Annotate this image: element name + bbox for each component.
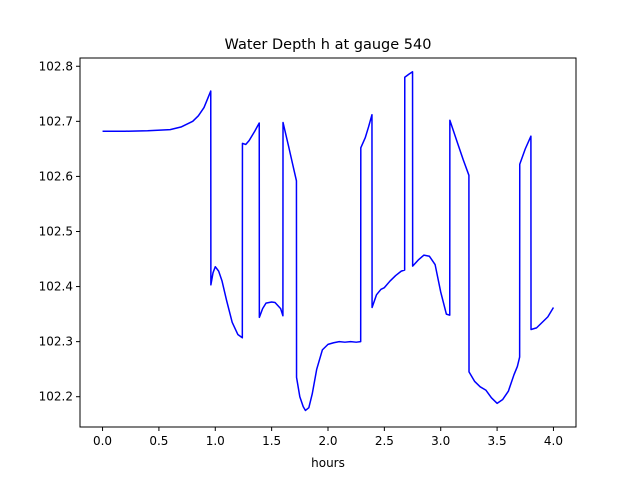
series-layer <box>102 71 555 412</box>
x-tick-label: 2.5 <box>375 434 394 448</box>
y-tick-label: 102.4 <box>39 280 73 294</box>
x-axis: 0.0 0.5 1.0 1.5 2.0 2.5 3.0 3.5 4.0 <box>93 427 563 448</box>
x-tick-label: 3.0 <box>431 434 450 448</box>
y-tick-label: 102.2 <box>39 390 73 404</box>
x-tick-label: 4.0 <box>544 434 563 448</box>
x-tick-label: 0.0 <box>93 434 112 448</box>
y-tick-label: 102.8 <box>39 59 73 73</box>
x-tick-label: 1.5 <box>262 434 281 448</box>
y-tick-label: 102.6 <box>39 169 73 183</box>
chart-title: Water Depth h at gauge 540 <box>225 37 432 53</box>
x-tick-label: 0.5 <box>149 434 168 448</box>
series-line-0 <box>102 71 555 412</box>
x-axis-label: hours <box>311 456 345 470</box>
y-tick-label: 102.3 <box>39 335 73 349</box>
x-tick-label: 3.5 <box>488 434 507 448</box>
x-tick-label: 1.0 <box>206 434 225 448</box>
y-tick-label: 102.7 <box>39 114 73 128</box>
x-tick-label: 2.0 <box>318 434 337 448</box>
y-axis: 102.2 102.3 102.4 102.5 102.6 102.7 102.8 <box>39 59 80 404</box>
y-tick-label: 102.5 <box>39 224 73 238</box>
